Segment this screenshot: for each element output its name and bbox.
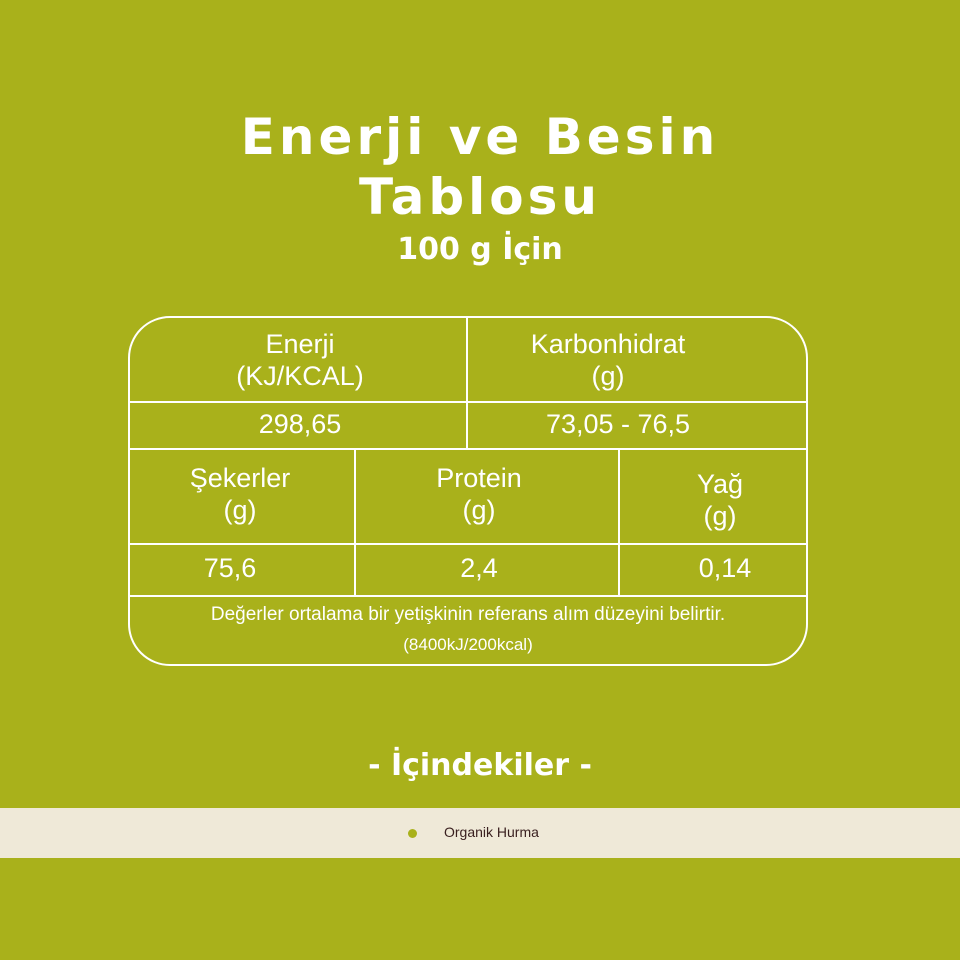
divider <box>130 543 806 545</box>
protein-label: Protein (g) <box>436 463 522 525</box>
ingredients-band <box>0 808 960 858</box>
reference-note: Değerler ortalama bir yetişkinin referan… <box>210 604 726 625</box>
ingredient-item: Organik Hurma <box>444 824 539 840</box>
sugars-value: 75,6 <box>203 553 257 583</box>
bullet-icon <box>408 829 417 838</box>
divider <box>130 448 806 450</box>
title-line-2: Tablosu <box>358 168 602 226</box>
divider <box>466 318 468 449</box>
divider <box>354 449 356 596</box>
energy-value: 298,65 <box>258 409 342 439</box>
table-border <box>128 316 808 666</box>
sugars-label: Şekerler (g) <box>189 463 291 525</box>
carbs-value: 73,05 - 76,5 <box>545 409 691 439</box>
fat-value: 0,14 <box>698 553 752 583</box>
ingredients-heading: - İçindekiler - <box>368 748 592 783</box>
carbs-label: Karbonhidrat (g) <box>530 329 686 391</box>
protein-value: 2,4 <box>460 553 498 583</box>
title-line-1: Enerji ve Besin <box>240 108 720 166</box>
energy-label: Enerji (KJ/KCAL) <box>236 329 364 391</box>
divider <box>130 401 806 403</box>
reference-values: (8400kJ/200kcal) <box>403 635 533 654</box>
fat-label: Yağ (g) <box>696 469 744 531</box>
subtitle: 100 g İçin <box>397 232 563 267</box>
divider <box>130 595 806 597</box>
divider <box>618 449 620 596</box>
